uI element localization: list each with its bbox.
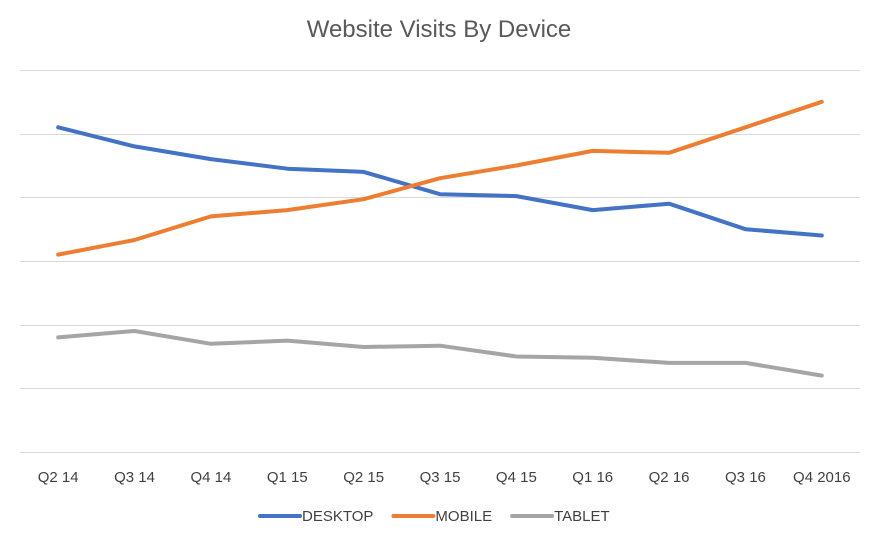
x-tick-label: Q2 15 xyxy=(343,469,384,486)
x-tick-label: Q1 15 xyxy=(267,469,308,486)
x-tick-label: Q4 14 xyxy=(190,469,231,486)
x-tick-label: Q4 15 xyxy=(496,469,537,486)
x-tick-label: Q4 2016 xyxy=(793,469,851,486)
legend-item-desktop: DESKTOP xyxy=(258,508,373,525)
series-line-tablet xyxy=(56,329,824,378)
gridlines xyxy=(20,70,860,453)
legend-label: MOBILE xyxy=(435,508,492,525)
x-tick-label: Q1 16 xyxy=(572,469,613,486)
legend-item-tablet: TABLET xyxy=(510,508,610,525)
x-tick-label: Q3 14 xyxy=(114,469,155,486)
series-lines xyxy=(56,99,824,378)
x-axis-tick-labels: Q2 14 Q3 14 Q4 14 Q1 15 Q2 15 Q3 15 Q4 15 Q1 16… xyxy=(38,469,851,486)
x-tick-label: Q2 16 xyxy=(649,469,690,486)
legend: DESKTOP MOBILE TABLET xyxy=(258,508,610,525)
legend-label: DESKTOP xyxy=(302,508,373,525)
legend-item-mobile: MOBILE xyxy=(391,508,492,525)
x-tick-label: Q2 14 xyxy=(38,469,79,486)
x-tick-label: Q3 15 xyxy=(420,469,461,486)
chart-title: Website Visits By Device xyxy=(307,16,572,43)
series-line-desktop xyxy=(56,125,824,238)
legend-label: TABLET xyxy=(554,508,610,525)
x-tick-label: Q3 16 xyxy=(725,469,766,486)
series-line-mobile xyxy=(56,99,824,257)
